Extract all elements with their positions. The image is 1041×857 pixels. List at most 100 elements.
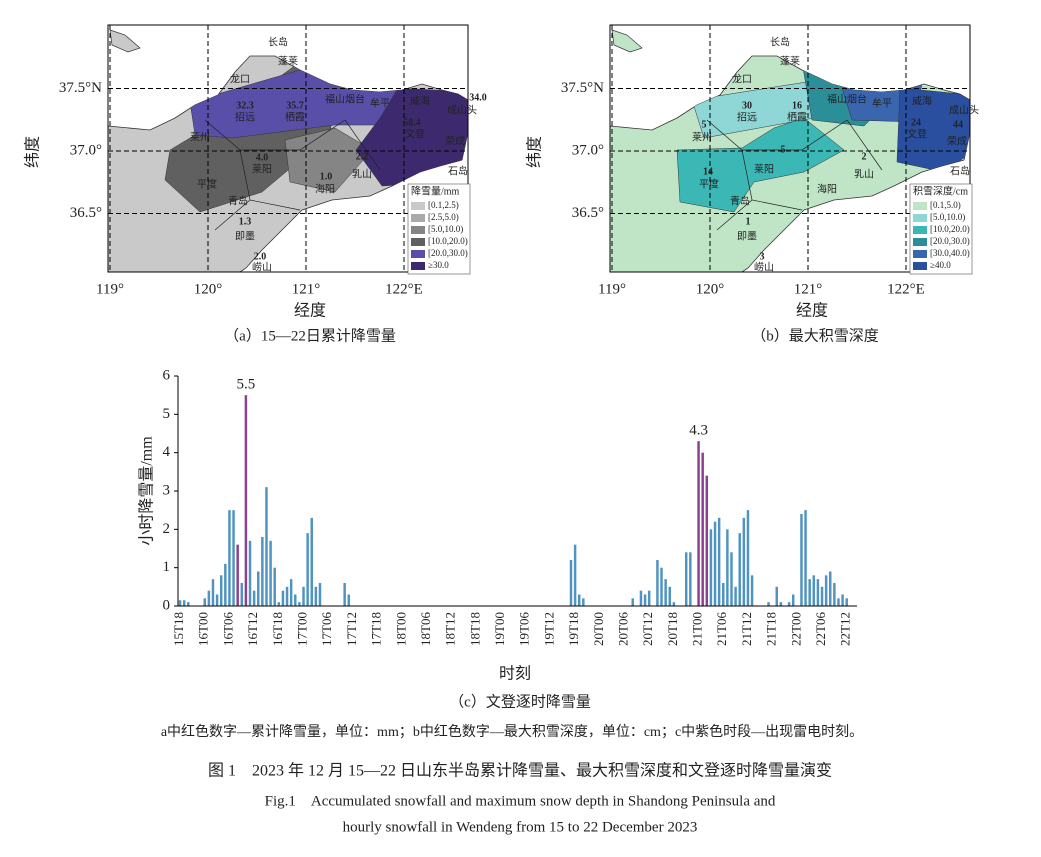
x-tick-label: 19T12 [541,612,556,646]
x-tick-label: 16T06 [220,612,235,646]
lat-tick-label: 37.5°N [561,80,604,96]
bar [215,594,219,606]
legend-swatch [913,250,927,258]
bar [643,594,647,606]
bar [347,594,351,606]
place-name: 招远 [737,110,757,123]
x-tick-label: 19T18 [566,612,581,646]
bar [824,575,828,606]
value-label: 1.3 [239,216,252,227]
bar [306,533,309,606]
bar [746,510,750,606]
legend-label: [5.0,10.0) [930,212,965,222]
bar [294,594,297,606]
value-label: 35.7 [286,100,304,111]
x-tick-label: 16T18 [270,612,285,646]
bar [569,560,573,606]
snow-region [676,117,845,213]
value-label: 24 [911,117,921,128]
place-name: 石岛 [448,164,468,177]
legend-title: 积雪深度/cm [913,184,968,197]
value-label: 14 [703,166,713,177]
x-tick-label: 19T06 [517,612,532,646]
x-tick-label: 21T06 [714,612,729,646]
lon-axis-label: 经度 [796,302,828,320]
bar-chart: 0 1 2 3 4 5 6 小时降雪量/mm 15T18 16T00 16T06 16T12 16T18… [138,367,857,646]
caption-b: （b）最大积雪深度 [751,327,879,344]
x-tick-label: 22T12 [838,612,853,646]
bar [800,514,803,606]
place-name: 青岛 [228,194,248,207]
x-tick-label: 17T12 [344,612,359,646]
x-tick-label: 18T12 [443,612,458,646]
x-tick-label: 21T00 [690,612,705,646]
bar [573,544,577,606]
value-label: 30 [742,100,752,111]
y-axis-label: 小时降雪量/mm [138,436,156,546]
x-tick-label: 20T12 [640,612,655,646]
place-name: 成山头 [447,104,477,116]
lon-tick-label: 121° [292,281,321,297]
lat-tick-label: 37.0° [572,142,604,158]
figure-title-en: Fig.1 Accumulated snowfall and maximum s… [265,793,776,809]
bar [697,441,700,606]
place-name: 威海 [410,94,430,107]
x-tick-label: 20T18 [665,612,680,646]
legend-label: [2.5,5.0) [428,212,459,222]
bar [224,563,227,606]
legend-label: [5.0,10.0) [428,224,463,234]
lon-tick-label: 121° [794,281,823,297]
y-tick-label: 3 [163,482,171,498]
lat-axis-label: 纬度 [526,136,544,168]
place-name: 文登 [405,127,425,140]
map-b: 119° 120° 121° 122°E 36.5° 37.0° 37.5°N 经度 纬度 长岛蓬… [526,24,979,320]
bar [709,529,713,606]
place-name: 莱州 [190,131,210,143]
x-tick-label: 19T00 [492,612,507,646]
legend-swatch [411,250,425,258]
place-name: 栖霞 [787,110,807,123]
lon-tick-label: 120° [194,281,223,297]
value-label: 2 [862,151,867,162]
x-axis-label: 时刻 [499,665,531,683]
value-label: 4.3 [689,423,708,439]
y-tick-label: 4 [163,444,171,460]
bar [833,583,836,606]
value-label: 2.2 [356,151,369,162]
bar [845,598,848,606]
bar [726,529,729,606]
bar [298,602,301,606]
bar [730,552,733,606]
x-tick-label: 20T06 [615,612,630,646]
bar [829,571,832,606]
place-name: 龙口 [732,72,752,85]
island [611,29,643,53]
value-label: 4.0 [256,152,269,163]
bar [252,590,256,606]
bar [808,579,811,606]
lon-tick-label: 120° [696,281,725,297]
bar [236,544,239,606]
x-tick-label: 15T18 [171,612,186,646]
x-tick-label: 22T00 [788,612,803,646]
legend-title: 降雪量/mm [411,184,460,197]
legend-label: [20.0,30.0) [428,248,468,258]
bar [742,517,746,606]
place-name: 栖霞 [285,110,305,123]
lon-tick-label: 122°E [887,281,925,297]
note: a中红色数字—累计降雪量，单位：mm；b中红色数字—最大积雪深度，单位：cm；c… [161,723,863,740]
legend-swatch [913,202,927,210]
x-tick-label: 21T18 [764,612,779,646]
value-label: 1 [746,216,751,227]
map-frame [107,24,469,273]
bar [314,586,318,606]
value-label: 34.0 [469,92,487,103]
x-tick-label: 21T12 [739,612,754,646]
bar [318,583,322,606]
place-name: 牟平 [872,96,892,109]
legend-swatch [411,262,425,270]
place-name: 崂山 [252,261,272,273]
lat-tick-label: 36.5° [70,205,102,221]
bar [277,602,281,606]
bar [660,567,663,606]
